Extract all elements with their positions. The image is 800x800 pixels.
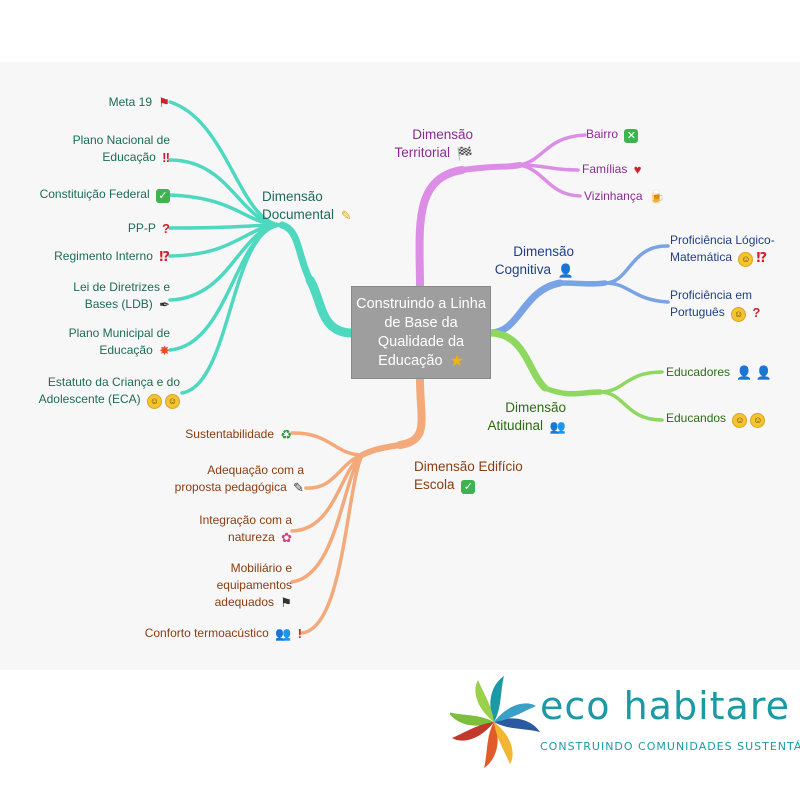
flag-icon: ⚑ bbox=[158, 95, 170, 110]
exclamation-question-icon: ⁉ bbox=[756, 250, 768, 265]
connector-documental bbox=[168, 100, 357, 395]
bust-silhouette-icon: 👤 bbox=[755, 365, 772, 380]
edif-item-sustentabilidade[interactable]: Sustentabilidade ♻ bbox=[185, 427, 292, 442]
doc-item-ppp[interactable]: PP-P ? bbox=[127, 221, 170, 236]
doc-item-constituicao[interactable]: Constituição Federal ✓ bbox=[40, 186, 170, 203]
smiley-icon: ☺ bbox=[750, 413, 766, 428]
beer-icon: 🍺 bbox=[648, 189, 666, 204]
edif-item-natureza[interactable]: Integração com a natureza ✿ bbox=[199, 513, 292, 545]
check-box-icon: ✓ bbox=[156, 189, 170, 203]
doc-item-eca[interactable]: Estatuto da Criança e do Adolescente (EC… bbox=[20, 374, 180, 409]
recycle-icon: ♻ bbox=[280, 427, 292, 442]
busts-silhouette-icon: 👥 bbox=[549, 419, 566, 434]
smiley-icon: ☺ bbox=[165, 394, 180, 409]
edif-item-adequacao[interactable]: Adequação com a proposta pedagógica ✎ bbox=[174, 463, 304, 495]
branch-atitudinal-label[interactable]: Dimensão Atitudinal 👥 bbox=[487, 400, 567, 434]
question-icon: ? bbox=[752, 305, 761, 320]
terr-item-familias[interactable]: Famílias ♥ bbox=[582, 162, 642, 177]
syringe-icon: ✎ bbox=[293, 480, 304, 495]
smiley-icon: ☺ bbox=[147, 394, 162, 409]
double-exclamation-icon: ‼ bbox=[162, 150, 170, 165]
terr-item-bairro[interactable]: Bairro ✕ bbox=[586, 126, 639, 143]
terr-item-vizinhanca[interactable]: Vizinhança 🍺 bbox=[584, 189, 666, 204]
bouquet-icon: ✿ bbox=[281, 530, 292, 545]
black-flag-icon: ⚑ bbox=[280, 595, 292, 610]
doc-item-regimento[interactable]: Regimento Interno ⁉ bbox=[54, 249, 170, 264]
edif-item-mobiliario[interactable]: Mobiliário e equipamentos adequados ⚑ bbox=[214, 561, 292, 610]
branch-documental-label[interactable]: Dimensão Documental ✎ bbox=[262, 189, 352, 223]
logo-tagline: CONSTRUINDO COMUNIDADES SUSTENTÁVEIS bbox=[540, 740, 800, 753]
connector-territorial bbox=[415, 133, 587, 292]
branch-cognitiva-label[interactable]: Dimensão Cognitiva 👤 bbox=[494, 244, 574, 278]
busts-silhouette-icon: 👥 bbox=[275, 626, 292, 641]
bust-silhouette-icon: 👤 bbox=[736, 365, 753, 380]
mind-map: Dimensão Documental ✎ Meta 19 ⚑ Plano Na… bbox=[0, 62, 800, 670]
att-item-educandos[interactable]: Educandos ☺ ☺ bbox=[666, 410, 766, 428]
branch-territorial-label[interactable]: Dimensão Territorial 🏁 bbox=[394, 127, 473, 161]
collision-icon: ✸ bbox=[159, 343, 170, 358]
doc-item-pme[interactable]: Plano Municipal de Educação ✸ bbox=[68, 326, 170, 358]
logo-title: eco habitare bbox=[540, 684, 791, 728]
cog-item-matematica[interactable]: Proficiência Lógico-Matemática ☺ ⁉ bbox=[670, 233, 775, 267]
edif-item-conforto[interactable]: Conforto termoacústico 👥 ! bbox=[144, 626, 302, 641]
exclamation-icon: ! bbox=[297, 626, 302, 641]
connector-edificio bbox=[290, 375, 426, 635]
att-item-educadores[interactable]: Educadores 👤 👤 bbox=[666, 365, 772, 380]
checkered-flag-icon: 🏁 bbox=[456, 146, 473, 161]
exclamation-question-icon: ⁉ bbox=[159, 249, 170, 264]
mind-map-connectors bbox=[168, 100, 670, 635]
star-icon: ★ bbox=[449, 352, 464, 370]
eco-habitare-logo: eco habitare CONSTRUINDO COMUNIDADES SUS… bbox=[450, 670, 800, 790]
pen-icon: ✒ bbox=[159, 297, 170, 312]
connector-atitudinal bbox=[486, 329, 664, 422]
smiley-icon: ☺ bbox=[732, 413, 748, 428]
branch-edificio-label[interactable]: Dimensão Edifício Escola ✓ bbox=[414, 459, 523, 494]
pencil-icon: ✎ bbox=[340, 208, 352, 223]
cog-item-portugues[interactable]: Proficiência em Português ☺ ? bbox=[670, 288, 761, 322]
smiley-icon: ☺ bbox=[738, 252, 754, 267]
question-icon: ? bbox=[162, 221, 170, 236]
center-node[interactable]: Construindo a Linha de Base da Qualidade… bbox=[351, 286, 491, 379]
bust-silhouette-icon: 👤 bbox=[557, 263, 574, 278]
heart-icon: ♥ bbox=[633, 162, 642, 177]
pinwheel-logo-icon bbox=[450, 676, 540, 768]
smiley-icon: ☺ bbox=[731, 307, 747, 322]
doc-item-pne[interactable]: Plano Nacional de Educação ‼ bbox=[72, 133, 170, 165]
doc-item-meta19[interactable]: Meta 19 ⚑ bbox=[108, 95, 170, 110]
doc-item-ldb[interactable]: Lei de Diretrizes e Bases (LDB) ✒ bbox=[73, 280, 170, 312]
cross-box-icon: ✕ bbox=[624, 129, 639, 143]
check-box-icon: ✓ bbox=[461, 480, 476, 494]
